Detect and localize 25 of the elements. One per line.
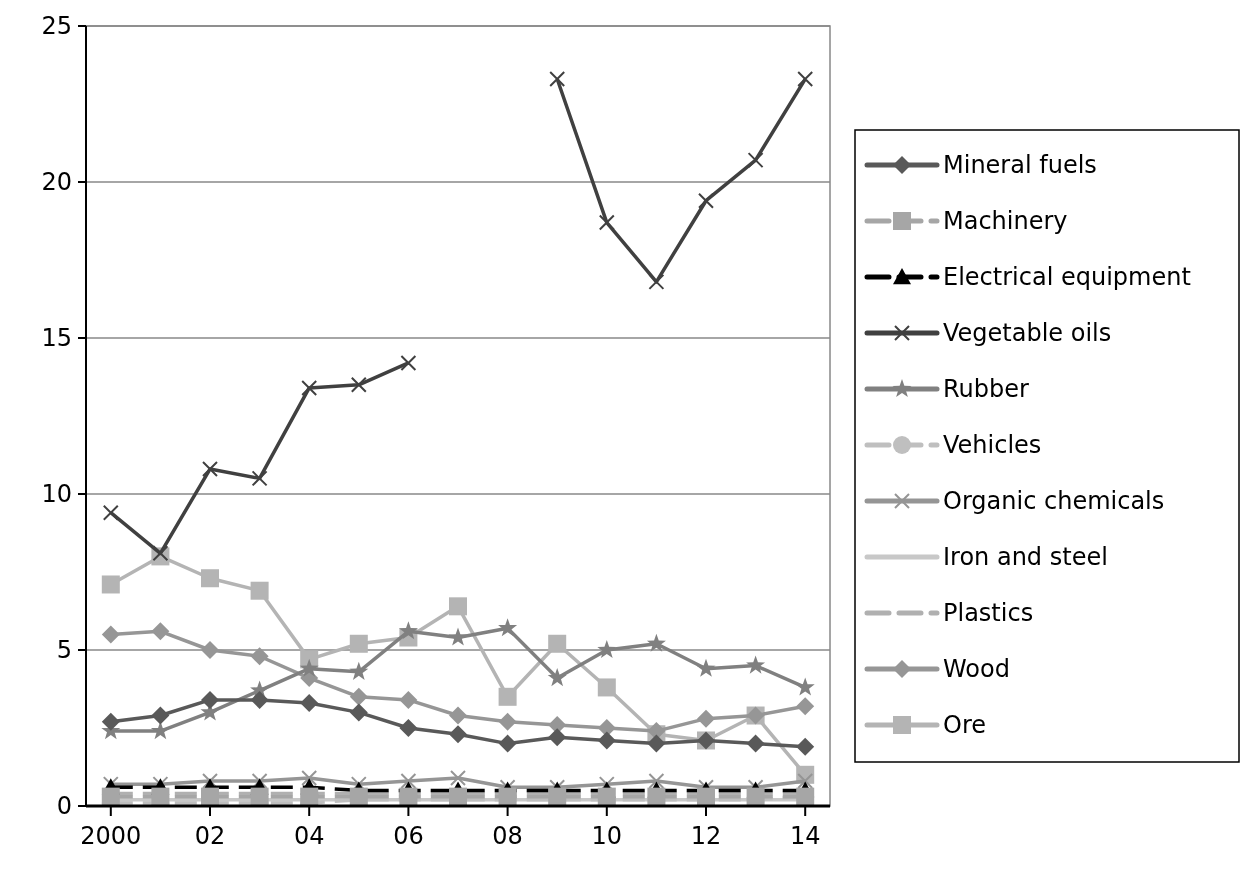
- legend-label: Wood: [943, 655, 1010, 684]
- legend-label: Machinery: [943, 207, 1068, 236]
- x-tick-label: 12: [690, 822, 722, 850]
- x-tick-label: 02: [194, 822, 226, 850]
- x-tick-label: 2000: [80, 822, 142, 850]
- y-tick-label: 15: [41, 324, 72, 353]
- legend-label: Vehicles: [943, 431, 1042, 460]
- x-tick-label: 06: [393, 822, 424, 850]
- x-tick-label: 10: [591, 822, 623, 850]
- legend-label: Vegetable oils: [943, 319, 1112, 348]
- legend-label: Mineral fuels: [943, 151, 1097, 180]
- y-tick-label: 20: [41, 168, 72, 197]
- legend-label: Iron and steel: [943, 543, 1108, 572]
- y-tick-label: 25: [41, 12, 72, 41]
- legend-label: Rubber: [943, 375, 1030, 404]
- y-tick-label: 0: [56, 792, 72, 821]
- legend-label: Ore: [943, 711, 986, 740]
- legend-label: Electrical equipment: [943, 263, 1191, 292]
- x-tick-label: 14: [789, 822, 821, 850]
- x-tick-label: 04: [293, 822, 325, 850]
- legend-label: Plastics: [943, 599, 1034, 628]
- y-tick-label: 10: [41, 480, 72, 509]
- legend-label: Organic chemicals: [943, 487, 1165, 516]
- x-tick-label: 08: [492, 822, 523, 850]
- y-tick-label: 5: [56, 636, 72, 665]
